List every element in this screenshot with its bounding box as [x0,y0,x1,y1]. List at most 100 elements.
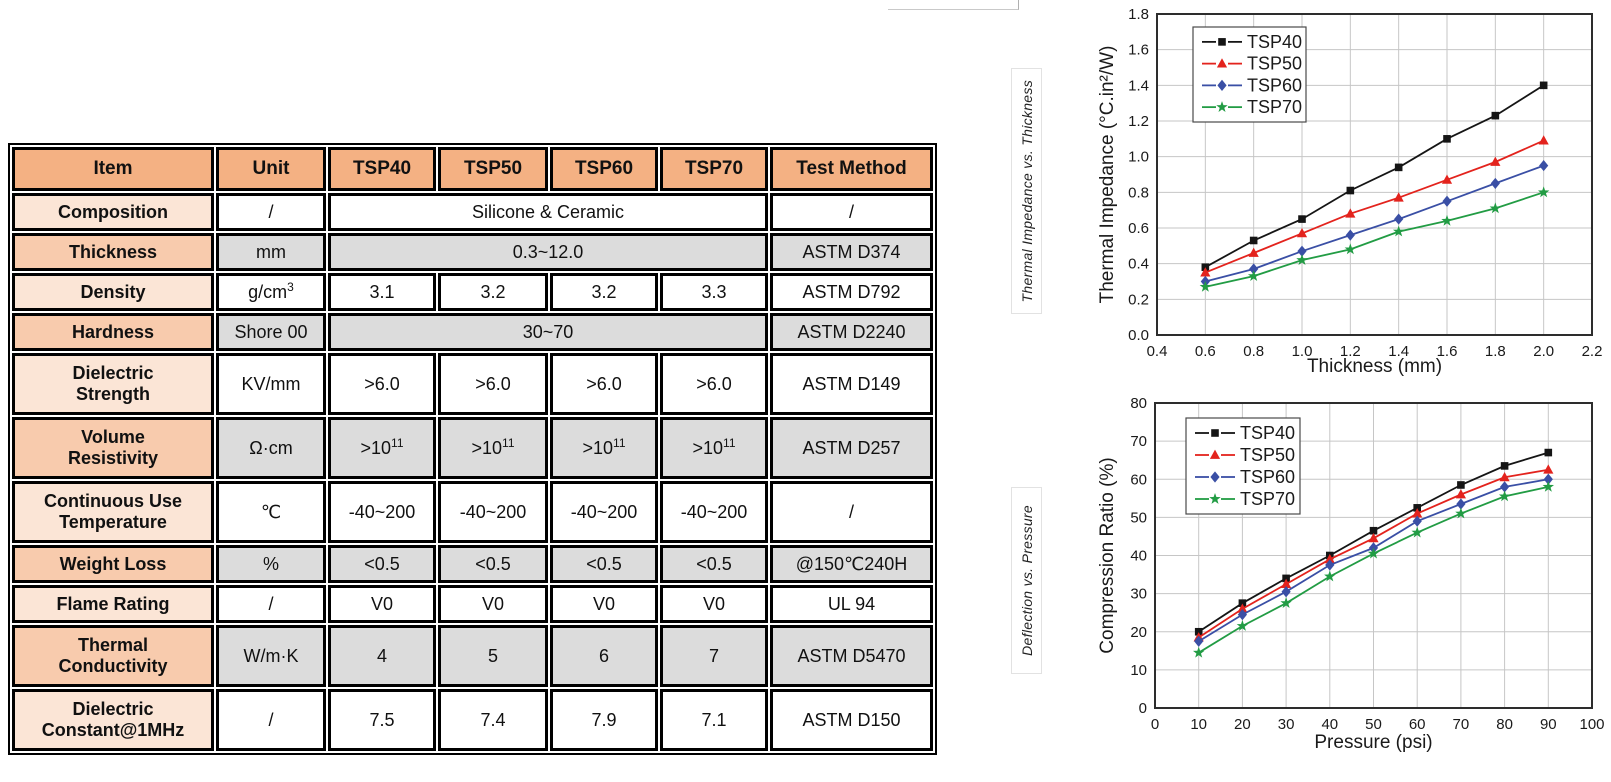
test-method-cell: ASTM D257 [770,417,933,479]
item-cell: Thermal Conductivity [12,625,214,687]
legend-label-tsp40: TSP40 [1247,32,1302,52]
svg-text:100: 100 [1579,716,1604,733]
svg-text:80: 80 [1130,395,1147,412]
svg-text:30: 30 [1130,586,1147,603]
unit-cell: / [216,585,326,623]
series-tsp70 [1199,186,1550,292]
value-cell-tsp40: >6.0 [328,353,436,415]
legend-label-tsp70: TSP70 [1247,97,1302,117]
cropped-panel-fragment [888,0,1019,10]
value-cell-tsp50: 5 [438,625,548,687]
table-row: Density g/cm3 3.1 3.2 3.2 3.3 ASTM D792 [12,273,933,311]
value-cell-tsp60: V0 [550,585,658,623]
svg-text:60: 60 [1409,716,1426,733]
col-header-item: Item [12,147,214,191]
value-cell-tsp60: 3.2 [550,273,658,311]
value-cell-tsp50: >6.0 [438,353,548,415]
svg-text:20: 20 [1130,624,1147,641]
svg-text:1.0: 1.0 [1292,343,1313,360]
value-cell-tsp50: V0 [438,585,548,623]
item-cell: Composition [12,193,214,231]
table-row: Dielectric Constant@1MHz/7.5 7.4 7.9 7.1 AST… [12,689,933,751]
item-cell: Volume Resistivity [12,417,214,479]
item-cell: Hardness [12,313,214,351]
value-cell-tsp70: <0.5 [660,545,768,583]
svg-text:50: 50 [1365,716,1382,733]
svg-text:80: 80 [1496,716,1513,733]
series-tsp60 [1200,159,1549,288]
unit-cell: Ω·cm [216,417,326,479]
unit-cell: % [216,545,326,583]
legend-label-tsp60: TSP60 [1247,75,1302,95]
item-cell: Dielectric Strength [12,353,214,415]
table-row: Continuous Use Temperature ℃ -40~200 -40~20… [12,481,933,543]
svg-text:1.4: 1.4 [1128,77,1149,94]
test-method-cell: UL 94 [770,585,933,623]
value-cell-tsp60: 7.9 [550,689,658,751]
value-cell-tsp70: 7 [660,625,768,687]
value-cell-tsp60: -40~200 [550,481,658,543]
test-method-cell: ASTM D2240 [770,313,933,351]
test-method-cell: ASTM D150 [770,689,933,751]
spec-table-wrapper: Item Unit TSP40 TSP50 TSP60 TSP70 Test Method … [8,143,937,755]
col-header-unit: Unit [216,147,326,191]
material-properties-table: Item Unit TSP40 TSP50 TSP60 TSP70 Test Method … [10,145,935,753]
unit-cell: / [216,689,326,751]
unit-cell: Shore 00 [216,313,326,351]
test-method-cell: / [770,193,933,231]
value-cell-tsp70: >1011 [660,417,768,479]
legend-label-tsp50: TSP50 [1247,54,1302,74]
value-cell-tsp70: 7.1 [660,689,768,751]
col-header-tsp70: TSP70 [660,147,768,191]
legend-label-tsp70: TSP70 [1240,489,1295,509]
value-cell-tsp40: <0.5 [328,545,436,583]
value-cell-tsp50: <0.5 [438,545,548,583]
svg-text:0.2: 0.2 [1128,291,1149,308]
svg-text:0.4: 0.4 [1128,256,1149,273]
value-cell-tsp40: V0 [328,585,436,623]
plot-border [1154,402,1593,709]
y-axis-label: Compression Ratio (%) [1097,457,1118,653]
series-tsp50 [1200,135,1549,277]
x-axis-label: Pressure (psi) [1314,732,1432,753]
unit-cell: KV/mm [216,353,326,415]
tick-labels: 0 10 20 30 40 50 60 70 80 90 100 0 10 20 30 40 50 60 70 80 [1130,395,1604,733]
table-row: Thickness mm 0.3~12.0 ASTM D374 [12,233,933,271]
unit-cell: / [216,193,326,231]
merged-value-cell: 30~70 [328,313,768,351]
col-header-tsp50: TSP50 [438,147,548,191]
svg-text:1.6: 1.6 [1128,42,1149,59]
svg-text:20: 20 [1234,716,1251,733]
value-cell-tsp60: 6 [550,625,658,687]
value-cell-tsp50: -40~200 [438,481,548,543]
svg-text:2.0: 2.0 [1533,343,1554,360]
table-body: Composition / Silicone & Ceramic / Thickness… [12,193,933,751]
svg-text:60: 60 [1130,471,1147,488]
unit-cell: mm [216,233,326,271]
compression-ratio-chart: 0 10 20 30 40 50 60 70 80 90 100 0 10 20 30 40 50 60 70 80 P… [1097,395,1605,753]
svg-text:0.4: 0.4 [1147,343,1168,360]
legend-label-tsp60: TSP60 [1240,467,1295,487]
value-cell-tsp50: >1011 [438,417,548,479]
svg-text:70: 70 [1453,716,1470,733]
plot-border [1156,13,1593,336]
item-cell: Thickness [12,233,214,271]
test-method-cell: @150℃240H [770,545,933,583]
col-header-tsp40: TSP40 [328,147,436,191]
svg-text:1.2: 1.2 [1340,343,1361,360]
side-caption-thermal-impedance-text: Thermal Impedance vs. Thickness [1018,79,1035,303]
value-cell-tsp50: 7.4 [438,689,548,751]
test-method-cell: ASTM D149 [770,353,933,415]
item-cell: Weight Loss [12,545,214,583]
svg-text:30: 30 [1278,716,1295,733]
table-row: Volume Resistivity Ω·cm >1011 >1011 >1011 >10… [12,417,933,479]
svg-text:1.4: 1.4 [1388,343,1409,360]
svg-text:10: 10 [1190,716,1207,733]
value-cell-tsp60: >1011 [550,417,658,479]
table-row: Dielectric Strength KV/mm >6.0 >6.0 >6.0 >6.0… [12,353,933,415]
svg-text:0.0: 0.0 [1128,327,1149,344]
value-cell-tsp40: 4 [328,625,436,687]
value-cell-tsp70: -40~200 [660,481,768,543]
